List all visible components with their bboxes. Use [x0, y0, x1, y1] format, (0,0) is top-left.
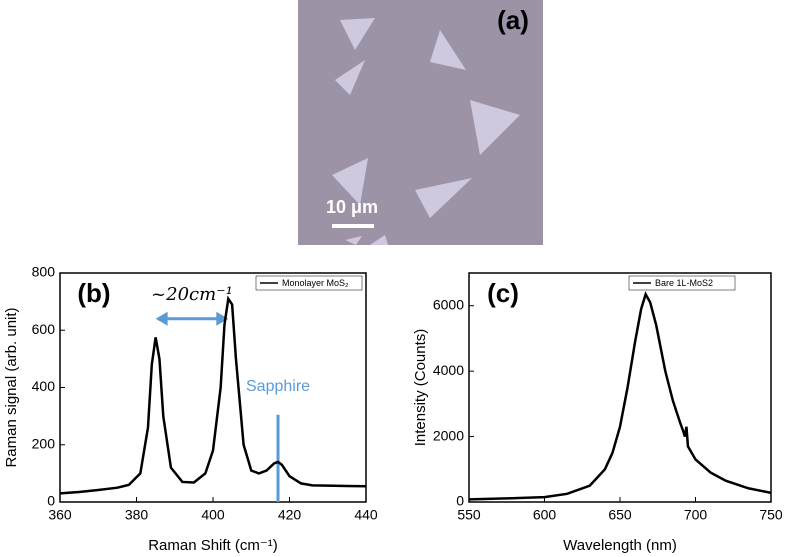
annotation: ~20cm⁻¹: [151, 284, 233, 305]
x-tick-label: 400: [201, 507, 225, 523]
legend-box: [628, 275, 736, 291]
y-tick-label: 200: [32, 435, 56, 451]
legend-label: Bare 1L-MoS2: [655, 278, 713, 288]
panel-label: (c): [487, 278, 519, 308]
y-tick-label: 600: [32, 321, 56, 337]
x-tick-label: 420: [278, 507, 302, 523]
x-tick-label: 380: [125, 507, 149, 523]
y-tick-label: 0: [47, 493, 55, 509]
scale-bar: [332, 224, 374, 228]
y-tick-label: 0: [456, 493, 464, 509]
y-tick-label: 800: [32, 264, 56, 280]
data-line: [468, 291, 772, 501]
legend-label: Monolayer MoS₂: [282, 278, 349, 288]
x-axis-label: Raman Shift (cm⁻¹): [148, 537, 278, 554]
x-tick-label: 550: [457, 507, 481, 523]
micrograph: (a) 10 μm: [298, 0, 543, 245]
x-tick-label: 700: [684, 507, 708, 523]
x-tick-label: 650: [608, 507, 632, 523]
scale-bar-label: 10 μm: [326, 197, 378, 217]
panel-label: (b): [77, 278, 110, 308]
flakes: [332, 18, 520, 245]
y-tick-label: 6000: [433, 296, 464, 312]
x-tick-label: 440: [354, 507, 378, 523]
y-tick-label: 4000: [433, 362, 464, 378]
y-tick-label: 2000: [433, 427, 464, 443]
panel-label: (a): [497, 5, 529, 35]
x-tick-label: 600: [533, 507, 557, 523]
y-tick-label: 400: [32, 378, 56, 394]
y-axis-label: Intensity (Counts): [412, 329, 429, 447]
x-axis-label: Wavelength (nm): [563, 537, 677, 554]
arrow-head: [155, 311, 168, 326]
legend-box: [255, 275, 363, 291]
x-tick-label: 750: [759, 507, 783, 523]
y-axis-label: Raman signal (arb. unit): [3, 307, 20, 467]
annotation: Sapphire: [246, 378, 310, 395]
data-line: [59, 295, 367, 495]
arrow-head: [216, 311, 229, 326]
x-tick-label: 360: [48, 507, 72, 523]
